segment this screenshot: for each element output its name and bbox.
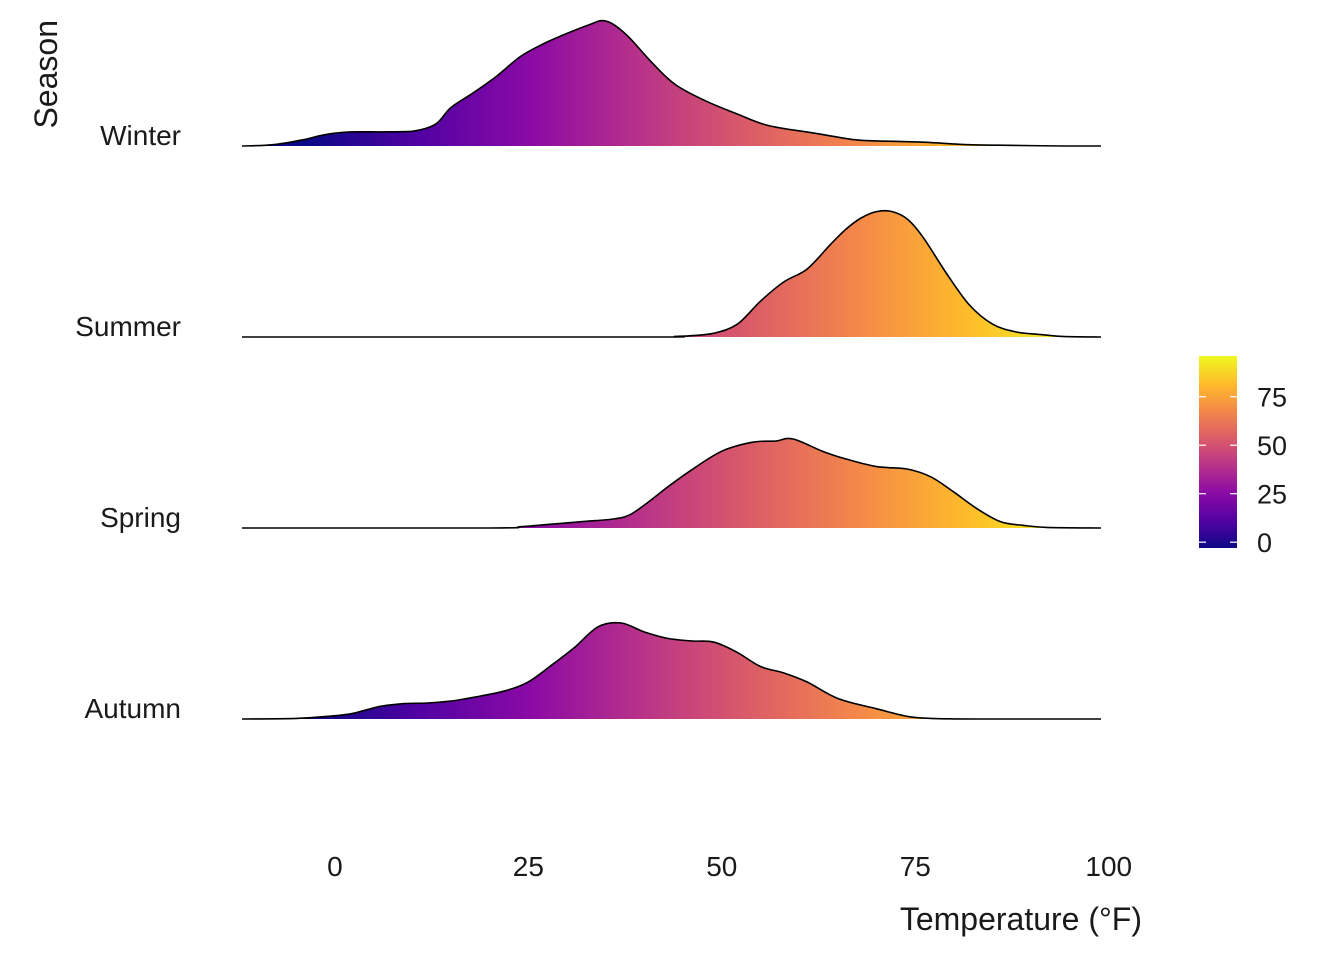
- color-legend: 0 25 50 75: [1199, 356, 1287, 558]
- legend-tick-label: 75: [1257, 383, 1287, 413]
- category-label-winter: Winter: [100, 120, 181, 151]
- x-axis-ticks: 0 25 50 75 100: [327, 851, 1132, 882]
- legend-tick-label: 0: [1257, 528, 1272, 558]
- ridge-line-winter: [241, 19, 1101, 147]
- legend-tick-label: 25: [1257, 480, 1287, 510]
- legend-colorbar: [1199, 356, 1237, 548]
- ridge-line-summer: [241, 209, 1102, 338]
- ridge-line-autumn: [241, 621, 1101, 720]
- x-tick-label: 25: [513, 851, 544, 882]
- x-tick-label: 0: [327, 851, 343, 882]
- category-label-autumn: Autumn: [85, 693, 182, 724]
- ridge-line-spring: [242, 437, 1102, 529]
- category-labels: Winter Summer Spring Autumn: [75, 120, 181, 724]
- x-axis-title: Temperature (°F): [900, 901, 1142, 937]
- x-tick-label: 100: [1085, 851, 1132, 882]
- ridge-fill-autumn: [242, 622, 1101, 719]
- x-tick-label: 75: [900, 851, 931, 882]
- ridge-fill-spring: [242, 438, 1101, 528]
- ridge-fill-summer: [242, 210, 1101, 337]
- category-label-spring: Spring: [100, 502, 181, 533]
- category-label-summer: Summer: [75, 311, 181, 342]
- ridge-fill-winter: [242, 20, 1101, 147]
- legend-tick-label: 50: [1257, 431, 1287, 461]
- x-tick-label: 50: [706, 851, 737, 882]
- ridges-group: [241, 19, 1102, 720]
- y-axis-title: Season: [28, 20, 64, 129]
